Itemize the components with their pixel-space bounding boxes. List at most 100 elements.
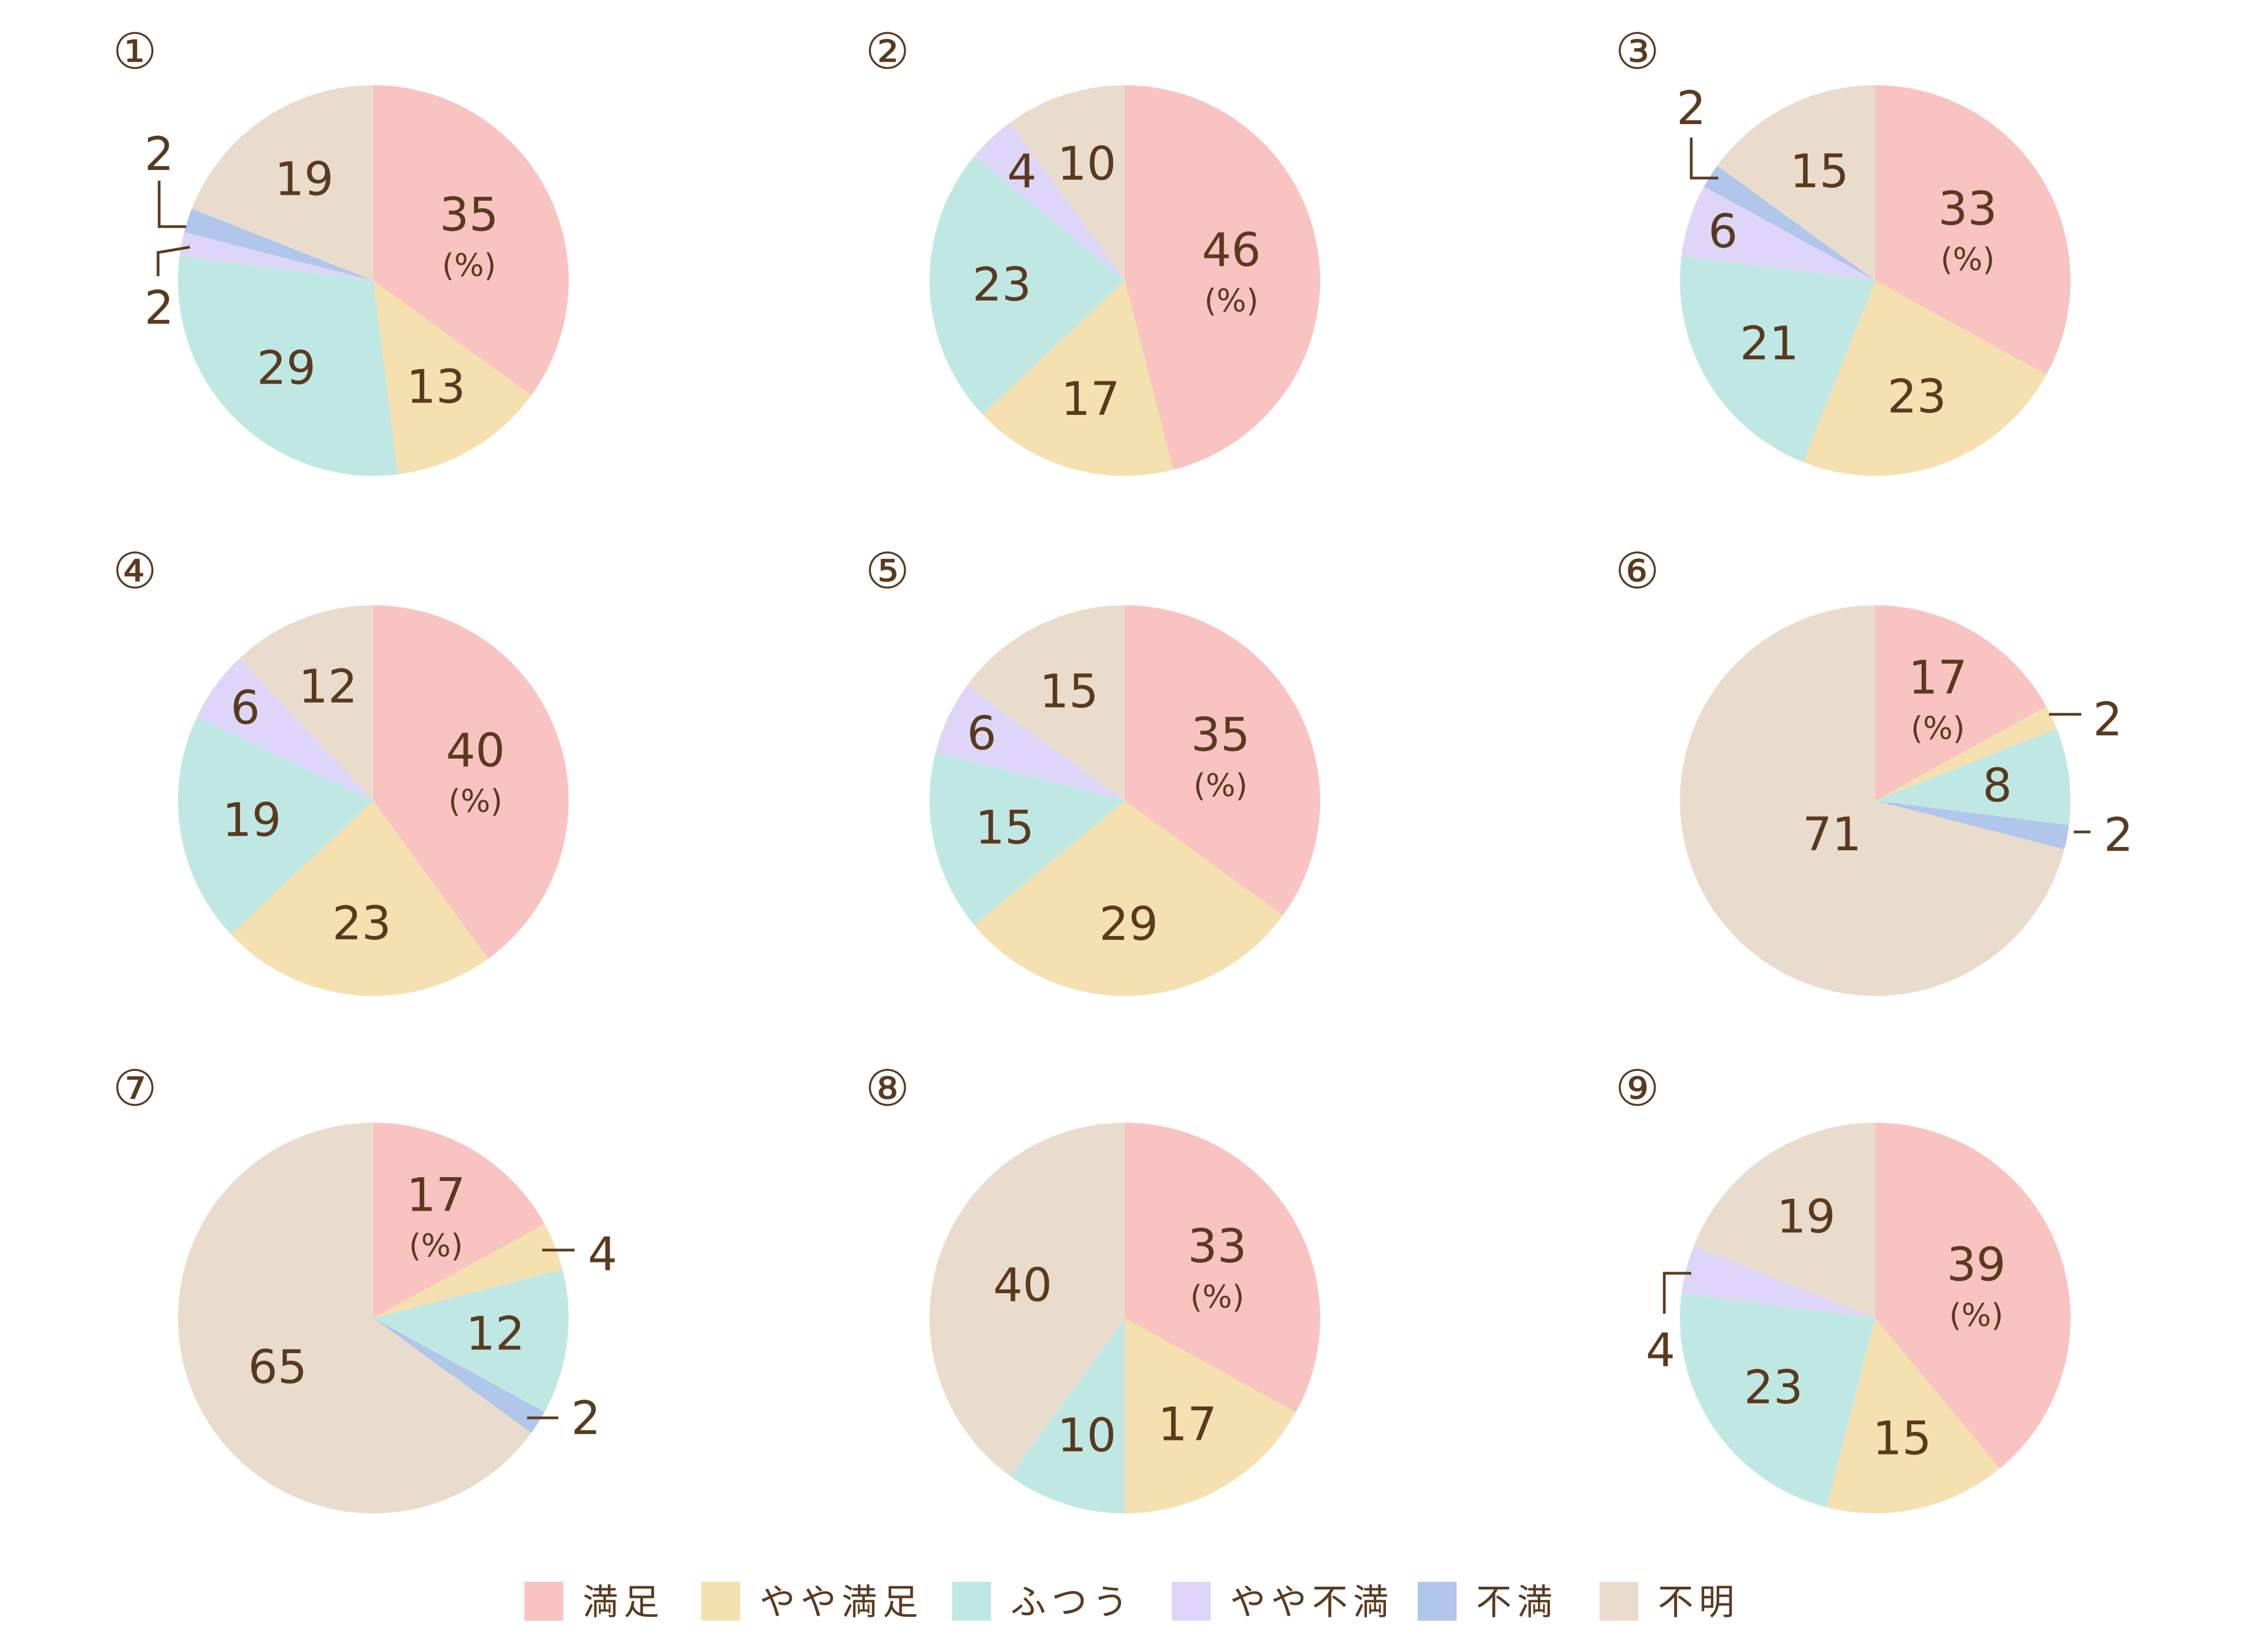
pie-slice: [373, 1123, 545, 1318]
data-label: 2: [571, 1391, 601, 1445]
pie-chart: ⑥ 17 (%) 2 8 2 71: [1615, 542, 2133, 996]
pie-slice: [1010, 85, 1125, 281]
data-label: 13: [406, 360, 465, 414]
data-label: 17: [1908, 651, 1967, 705]
data-label: 23: [972, 258, 1031, 312]
pie-slice: [930, 752, 1125, 925]
pie-slice: [179, 231, 373, 281]
legend-label: やや不満: [1230, 1581, 1394, 1623]
pie-slice: [373, 281, 531, 475]
legend-swatch: [1600, 1582, 1638, 1621]
pie-chart: ① 35 (%) 13 29 2 2 19: [113, 23, 569, 476]
pie-slice: [373, 1224, 563, 1318]
unit-label: (%): [409, 1227, 463, 1264]
pie-slice: [1704, 166, 1875, 281]
pie-slice: [974, 122, 1125, 281]
leader-line: [156, 245, 190, 276]
pie-chart: ⑨ 39 (%) 15 23 4 19: [1615, 1060, 2071, 1514]
data-label: 17: [406, 1169, 465, 1223]
data-label: 17: [1158, 1397, 1217, 1451]
pie-chart: ⑤ 35 (%) 29 15 6 15: [865, 542, 1321, 996]
data-label: 15: [1040, 665, 1098, 719]
pie-chart: ⑦ 17 (%) 4 12 2 65: [113, 1060, 617, 1514]
legend-swatch: [1418, 1582, 1457, 1621]
unit-label: (%): [1949, 1297, 2003, 1334]
pie-slice: [1125, 1123, 1320, 1412]
pie-slice: [1680, 256, 1875, 462]
pie-slice: [929, 156, 1125, 414]
pie-slice: [1826, 1318, 2000, 1514]
unit-label: (%): [442, 247, 496, 284]
pie-chart: ④ 40 (%) 23 19 6 12: [113, 542, 569, 996]
data-label: 40: [446, 723, 505, 777]
legend-swatch: [701, 1582, 740, 1621]
data-label: 4: [1007, 145, 1037, 199]
pie-slice: [1875, 728, 2071, 825]
unit-label: (%): [1940, 241, 1994, 278]
pie-slice: [196, 658, 373, 801]
legend-label: 不満: [1476, 1581, 1558, 1623]
pie-slice: [1010, 1318, 1125, 1513]
data-label: 2: [145, 127, 174, 181]
leader-line: [158, 181, 186, 228]
pie-slice: [935, 686, 1125, 801]
pie-slice: [974, 801, 1283, 996]
pie-slice: [1875, 85, 2071, 375]
pie-chart: ② 46 (%) 17 23 4 10: [865, 23, 1320, 476]
unit-label: (%): [1204, 282, 1258, 319]
pie-slice: [178, 717, 373, 934]
unit-label: (%): [1911, 710, 1965, 747]
pie-slice: [1125, 85, 1320, 470]
data-label: 6: [230, 681, 260, 735]
chart-number: ②: [865, 23, 910, 80]
pie-slice: [1803, 281, 2047, 476]
data-label: 35: [1191, 708, 1250, 762]
data-label: 2: [145, 281, 174, 335]
pie-slice: [373, 85, 569, 395]
data-label: 2: [2093, 693, 2123, 747]
leader-line: [1663, 1272, 1691, 1314]
pie-chart: ③ 33 (%) 23 21 6 2 15: [1615, 23, 2071, 476]
pie-slice: [1125, 605, 1321, 916]
pie-slice: [373, 605, 569, 959]
unit-label: (%): [448, 782, 502, 819]
legend-label: やや満足: [760, 1581, 924, 1623]
chart-number: ⑨: [1615, 1060, 1659, 1117]
chart-number: ⑧: [865, 1060, 910, 1117]
data-label: 46: [1202, 223, 1261, 277]
unit-label: (%): [1193, 767, 1247, 804]
data-label: 23: [1744, 1361, 1803, 1415]
legend-swatch: [524, 1582, 563, 1621]
legend-swatch: [952, 1582, 991, 1621]
data-label: 33: [1188, 1220, 1247, 1274]
data-label: 35: [440, 188, 498, 242]
data-label: 39: [1947, 1238, 2006, 1292]
legend-label: 満足: [583, 1581, 665, 1623]
pie-slice: [373, 1318, 545, 1433]
pie-slice: [1875, 1123, 2071, 1469]
data-label: 29: [257, 341, 316, 395]
data-label: 21: [1740, 317, 1799, 371]
pie-slice: [1717, 85, 1875, 281]
data-label: 19: [222, 794, 281, 848]
pie-slice: [240, 605, 373, 801]
data-label: 6: [1708, 204, 1738, 258]
pie-slice: [1680, 1293, 1875, 1507]
chart-number: ③: [1615, 23, 1659, 80]
pie-slice: [930, 1123, 1125, 1476]
pie-slice: [1680, 605, 2065, 996]
pie-chart: ⑧ 33 (%) 17 10 40: [865, 1060, 1320, 1513]
pie-slice: [231, 801, 488, 996]
chart-number: ⑥: [1615, 542, 1659, 600]
chart-number: ⑦: [113, 1060, 157, 1117]
data-label: 23: [332, 897, 391, 951]
pie-slice: [1875, 801, 2069, 850]
data-label: 8: [1983, 759, 2012, 813]
legend-swatch: [1172, 1582, 1211, 1621]
data-label: 29: [1099, 897, 1158, 951]
data-label: 65: [248, 1340, 307, 1394]
pie-slice: [192, 85, 373, 281]
pie-slice: [967, 605, 1125, 801]
pie-slice: [1693, 1123, 1875, 1318]
